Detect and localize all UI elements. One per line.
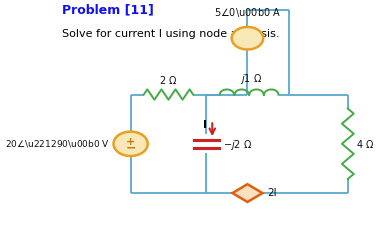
Text: $-j2\ \Omega$: $-j2\ \Omega$	[223, 138, 252, 152]
Text: −: −	[125, 142, 136, 155]
Polygon shape	[232, 184, 262, 202]
Circle shape	[232, 27, 263, 50]
Text: 2I: 2I	[267, 188, 277, 198]
Text: Solve for current I using node analysis.: Solve for current I using node analysis.	[62, 29, 279, 39]
Text: +: +	[126, 137, 135, 147]
Text: 2 $\Omega$: 2 $\Omega$	[159, 74, 178, 86]
Circle shape	[114, 132, 148, 156]
Text: $j$1 $\Omega$: $j$1 $\Omega$	[240, 72, 262, 86]
Text: Problem [11]: Problem [11]	[62, 3, 153, 16]
Text: 4 $\Omega$: 4 $\Omega$	[356, 138, 374, 150]
Text: 20$\angle$\u221290\u00b0 V: 20$\angle$\u221290\u00b0 V	[5, 138, 110, 149]
Text: I: I	[203, 120, 207, 130]
Text: 5$\angle$0\u00b0 A: 5$\angle$0\u00b0 A	[214, 6, 281, 19]
